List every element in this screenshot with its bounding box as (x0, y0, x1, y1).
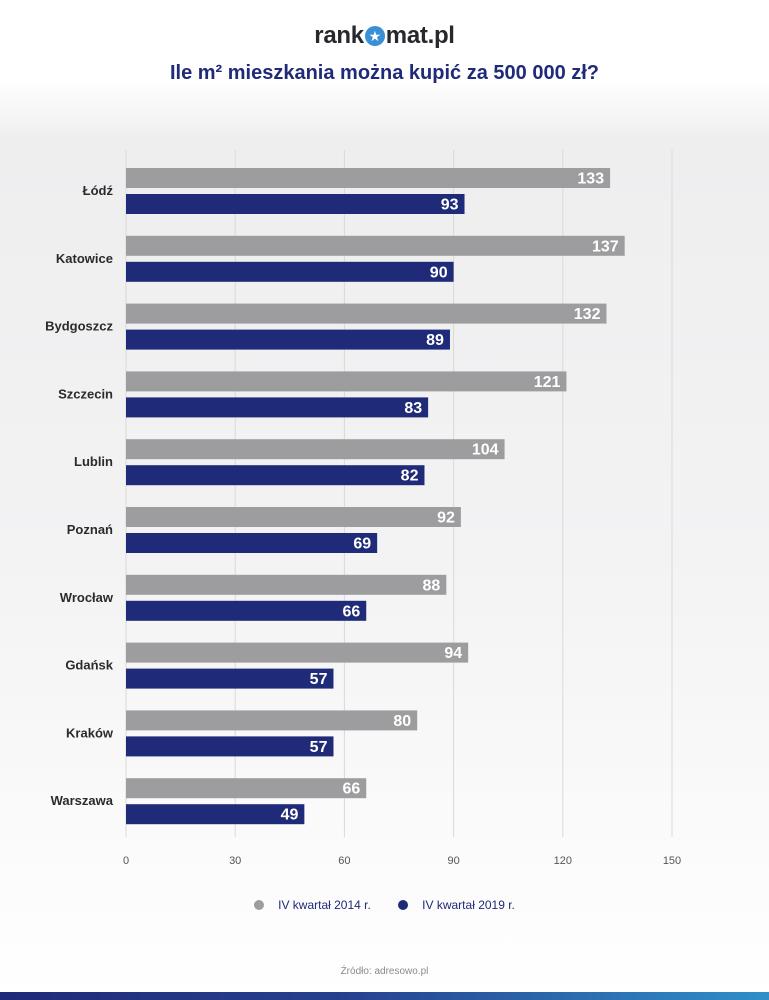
bar-2019 (126, 804, 305, 825)
x-tick-label: 90 (447, 855, 459, 867)
bottom-accent-bar (0, 992, 769, 1000)
category-label: Bydgoszcz (45, 319, 113, 334)
bar-2019 (126, 736, 334, 757)
bar-2014 (126, 507, 461, 527)
page-title: Ile m² mieszkania można kupić za 500 000… (169, 62, 600, 84)
rankomat-logo: rank ★ mat.pl (0, 22, 769, 50)
x-tick-label: 150 (663, 855, 681, 867)
data-label: 88 (423, 577, 441, 594)
bar-2014 (126, 439, 505, 460)
bar-2019 (126, 194, 465, 214)
data-label: 66 (342, 603, 360, 620)
x-tick-label: 60 (338, 855, 350, 867)
data-label: 93 (441, 197, 459, 214)
data-label: 90 (430, 264, 448, 281)
source-note: Źródło: adresowo.pl (340, 966, 429, 977)
labels: 0 30 60 90 120 150 Łódź 133 93 Katowice 137 90 Bydgo… (45, 171, 681, 868)
data-label: 92 (437, 510, 455, 527)
legend-swatch-2014 (254, 900, 265, 910)
legend-item-2019: IV kwartał 2019 r. (398, 898, 515, 912)
x-tick-label: 0 (123, 855, 129, 867)
bar-2019 (126, 600, 367, 621)
x-tick-label: 120 (554, 855, 572, 867)
data-label: 69 (353, 536, 371, 553)
data-label: 83 (404, 400, 422, 417)
data-label: 104 (472, 442, 499, 459)
legend-item-2014: IV kwartał 2014 r. (254, 898, 371, 912)
data-label: 66 (342, 781, 360, 798)
bar-2019 (126, 329, 450, 350)
legend-label-2019: IV kwartał 2019 r. (422, 898, 515, 912)
bar-2014 (126, 235, 625, 256)
category-label: Warszawa (51, 793, 114, 808)
data-label: 89 (426, 332, 444, 349)
bar-2019 (126, 465, 425, 486)
category-label: Łódź (83, 183, 114, 198)
category-label: Poznań (67, 522, 113, 537)
bar-2019 (126, 261, 454, 282)
category-label: Kraków (66, 725, 114, 740)
bar-2014 (126, 303, 607, 324)
category-label: Lublin (74, 454, 113, 469)
legend: IV kwartał 2014 r. IV kwartał 2019 r. (0, 898, 769, 912)
bar-2019 (126, 668, 334, 689)
legend-label-2014: IV kwartał 2014 r. (278, 898, 371, 912)
legend-swatch-2019 (398, 900, 409, 910)
star-icon: ★ (364, 26, 385, 46)
data-label: 94 (444, 645, 462, 662)
x-tick-label: 30 (229, 855, 241, 867)
data-label: 82 (401, 468, 419, 485)
data-label: 57 (310, 671, 328, 688)
data-label: 121 (534, 374, 561, 391)
logo-text-left: rank (314, 22, 364, 49)
category-label: Gdańsk (65, 658, 113, 673)
category-label: Katowice (56, 251, 113, 266)
data-label: 80 (393, 713, 411, 730)
bar-2014 (126, 574, 447, 595)
data-label: 49 (281, 807, 299, 824)
bar-2014 (126, 371, 567, 392)
data-label: 133 (577, 171, 604, 188)
logo-text-right: mat.pl (385, 22, 455, 49)
bar-2014 (126, 642, 469, 663)
category-label: Szczecin (58, 386, 113, 401)
bar-2014 (126, 778, 367, 799)
category-label: Wrocław (60, 590, 114, 605)
bar-2014 (126, 168, 611, 188)
bar-2019 (126, 397, 429, 418)
data-label: 57 (310, 739, 328, 756)
bar-2019 (126, 533, 378, 553)
bar-2014 (126, 710, 418, 731)
bars (126, 168, 625, 825)
data-label: 137 (592, 238, 619, 255)
data-label: 132 (574, 306, 601, 323)
